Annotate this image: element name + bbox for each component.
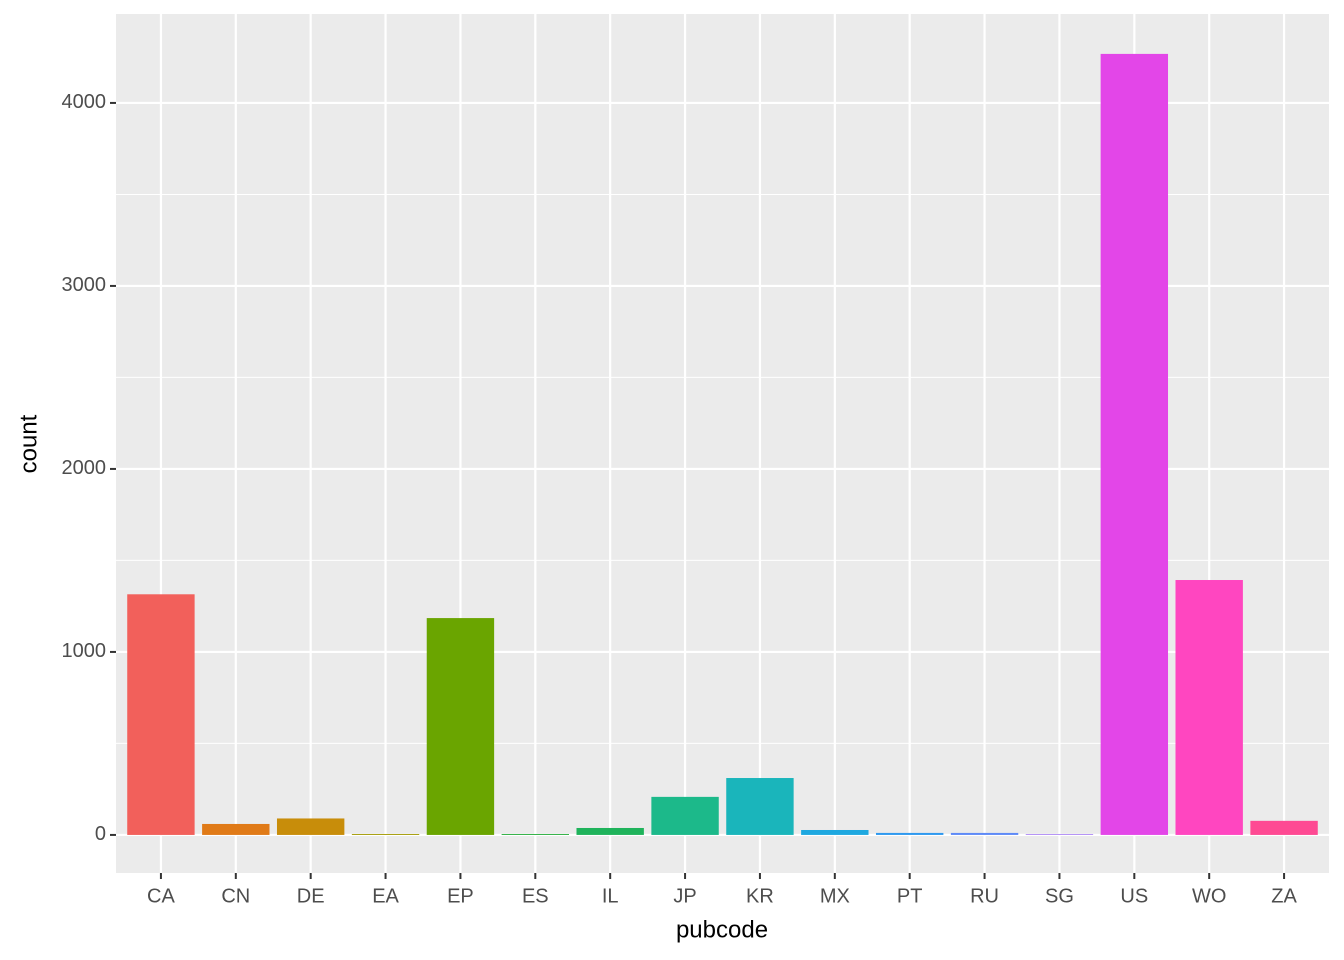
bar <box>876 833 943 835</box>
x-tick-label: IL <box>602 885 619 907</box>
chart: pubcode count 0 1000 2000 3000 4000 CA CN DE EA E… <box>0 0 1344 960</box>
bar <box>951 833 1018 835</box>
y-tick-label: 3000 <box>62 274 107 296</box>
bar <box>427 618 494 835</box>
bar <box>1026 834 1093 835</box>
x-tick-label: US <box>1120 885 1148 907</box>
x-axis-title: pubcode <box>676 916 768 943</box>
x-tick-label: EA <box>372 885 399 907</box>
y-tick-label: 1000 <box>62 640 107 662</box>
x-tick-label: EP <box>447 885 474 907</box>
x-tick-label: ES <box>522 885 549 907</box>
page: pubcode count 0 1000 2000 3000 4000 CA CN DE EA E… <box>0 0 1344 960</box>
x-tick-label: SG <box>1045 885 1074 907</box>
x-tick-label: MX <box>820 885 850 907</box>
x-tick-label: DE <box>297 885 325 907</box>
bar <box>726 778 793 835</box>
x-tick-label: PT <box>897 885 923 907</box>
x-tick-label: KR <box>746 885 774 907</box>
bar <box>202 824 269 835</box>
y-tick-label: 4000 <box>62 91 107 113</box>
bar <box>352 834 419 835</box>
x-tick-label: CN <box>221 885 250 907</box>
bar <box>1176 580 1243 835</box>
bar <box>502 834 569 835</box>
y-tick-label: 2000 <box>62 457 107 479</box>
bar <box>1101 54 1168 835</box>
bar <box>576 828 643 835</box>
bar <box>1250 821 1317 835</box>
bar <box>651 797 718 835</box>
bar <box>801 830 868 835</box>
bar <box>277 818 344 834</box>
y-axis-title: count <box>15 414 42 473</box>
bar <box>127 594 194 835</box>
x-tick-label: JP <box>673 885 696 907</box>
x-tick-label: CA <box>147 885 175 907</box>
x-tick-label: RU <box>970 885 999 907</box>
y-tick-label: 0 <box>95 823 106 845</box>
x-tick-label: ZA <box>1271 885 1297 907</box>
x-tick-label: WO <box>1192 885 1226 907</box>
